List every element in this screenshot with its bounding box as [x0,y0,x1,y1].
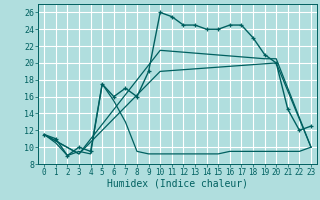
X-axis label: Humidex (Indice chaleur): Humidex (Indice chaleur) [107,179,248,189]
